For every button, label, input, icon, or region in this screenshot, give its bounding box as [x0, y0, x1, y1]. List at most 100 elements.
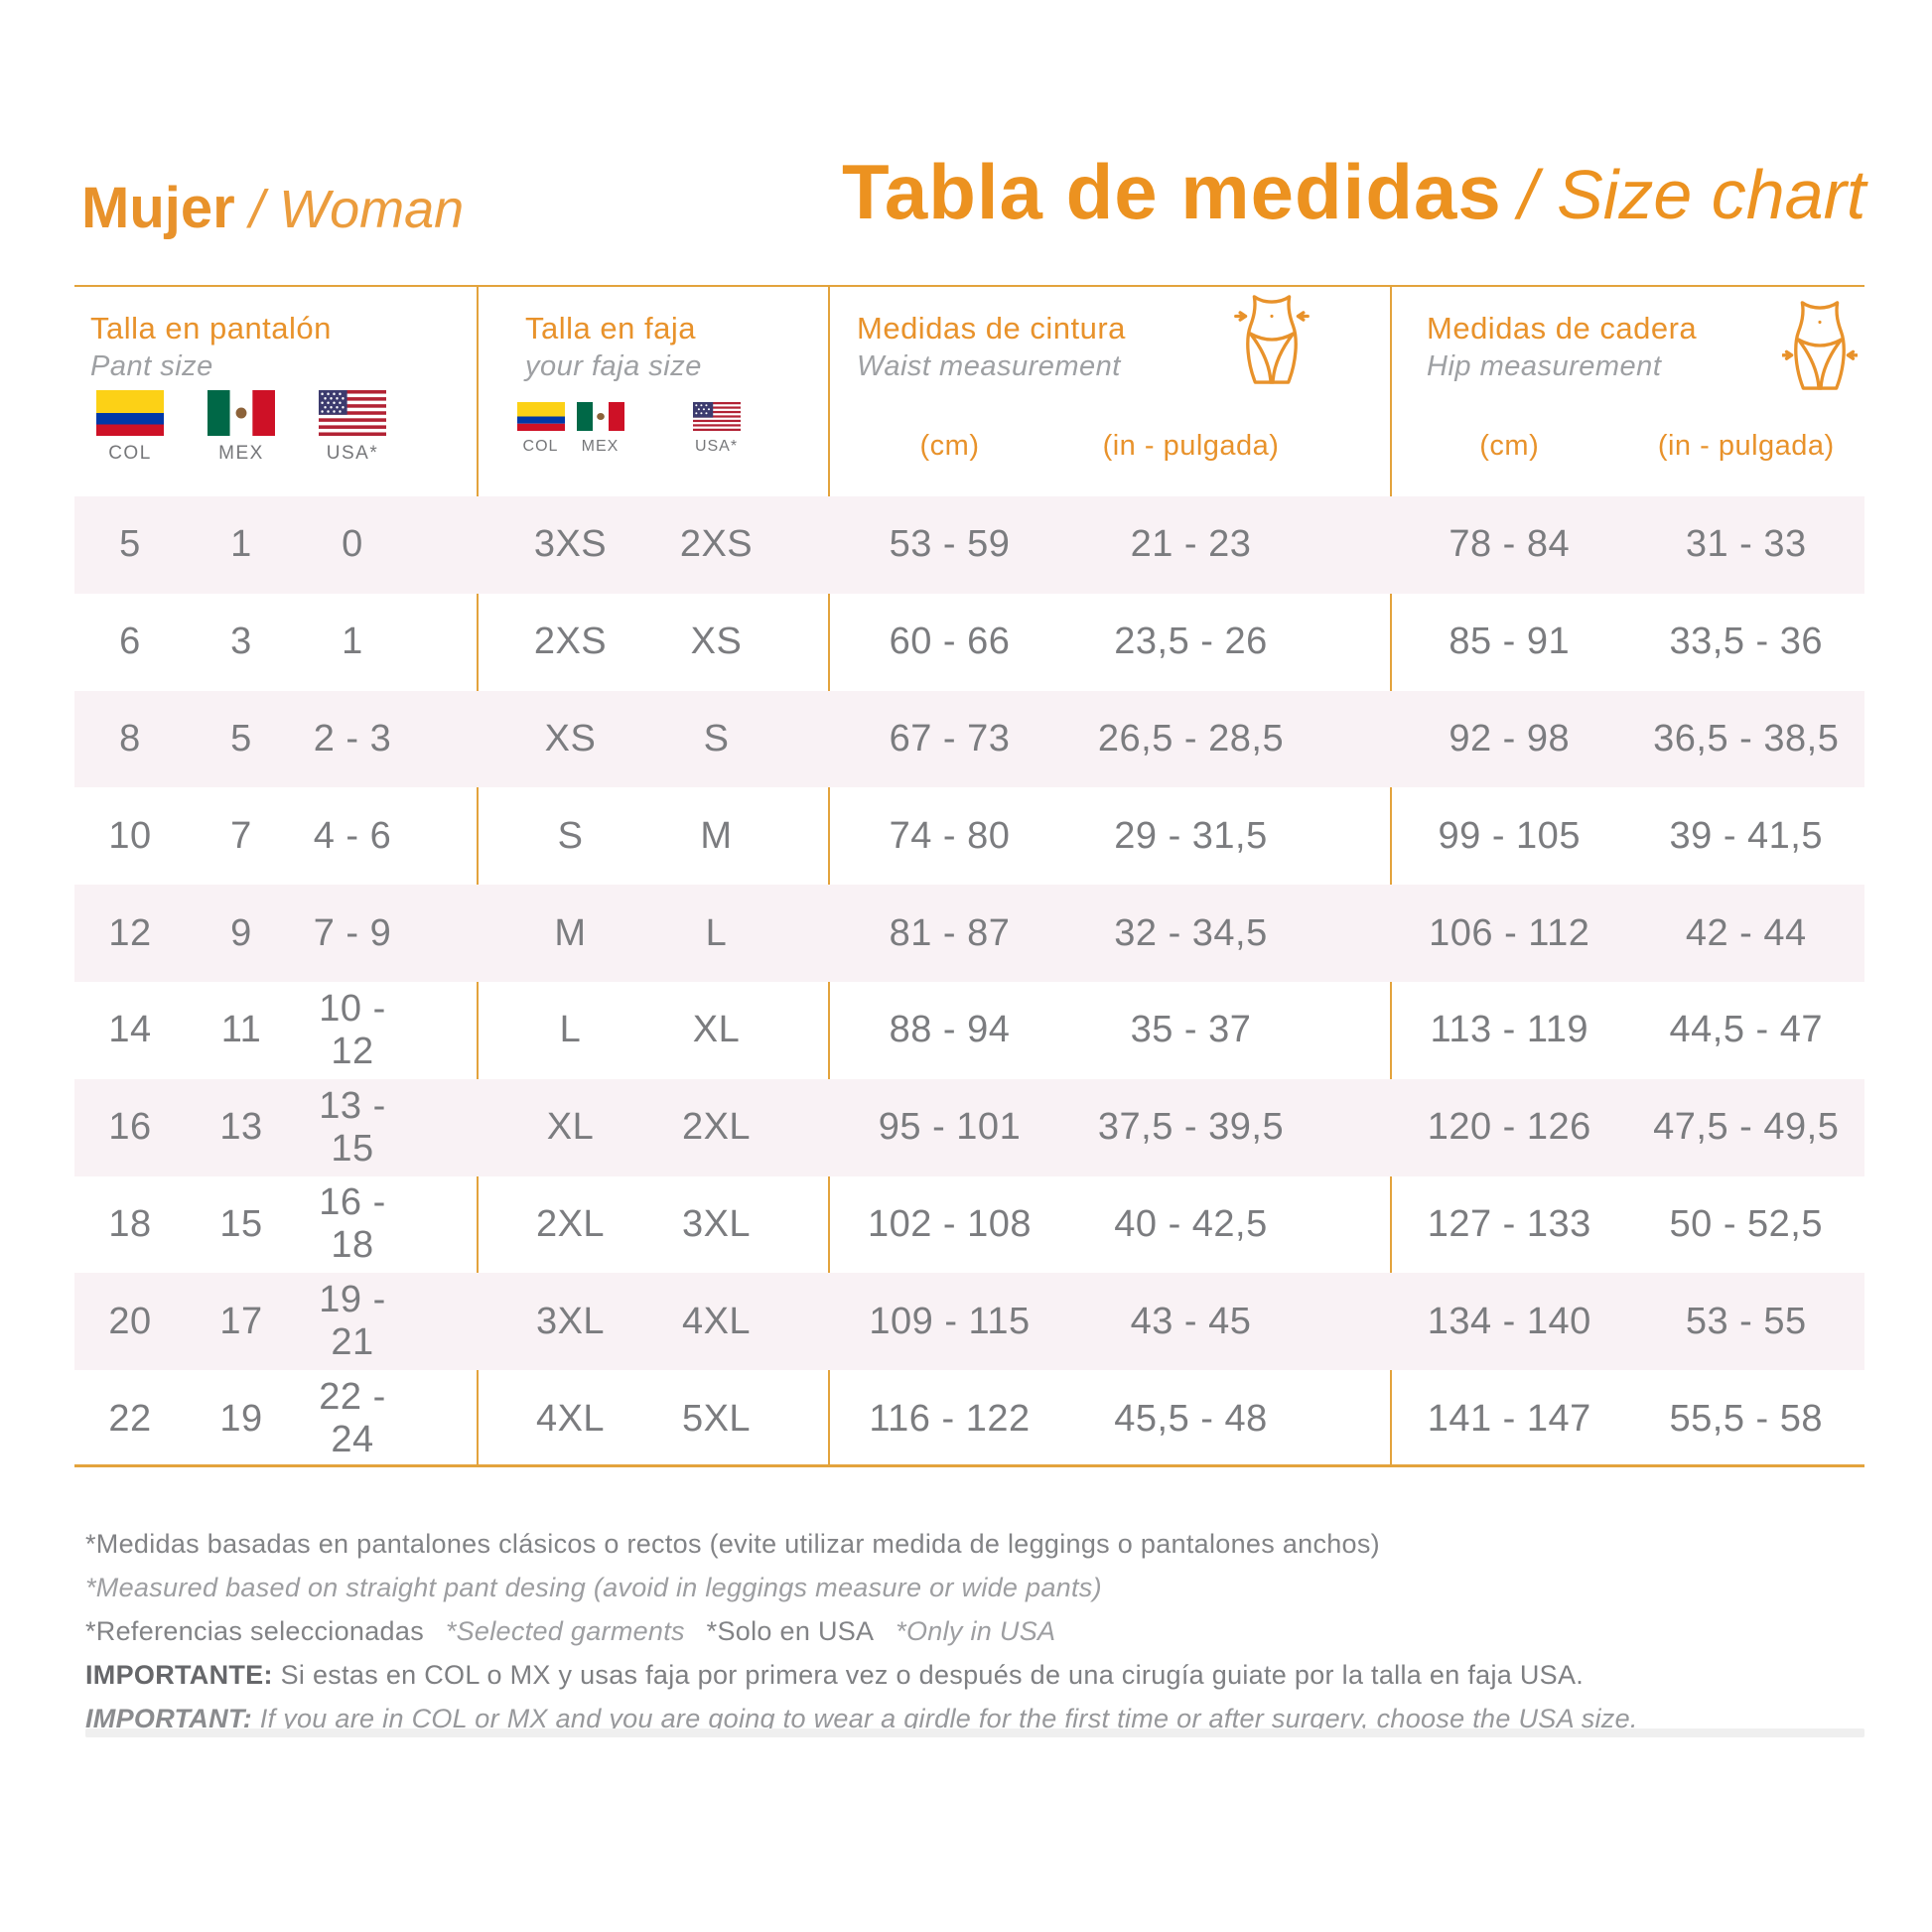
pant-size-subtitle: Pant size [90, 350, 213, 382]
waist-cm-value: 74 - 80 [889, 814, 1011, 857]
waist-cm-value: 60 - 66 [889, 621, 1011, 663]
mexico-flag-group: MEX [576, 402, 624, 456]
hip-measurement-header: Medidas de cadera Hip measurement (cm) (… [1391, 285, 1864, 496]
hip-cm-value: 85 - 91 [1449, 621, 1571, 663]
waist-in-value: 45,5 - 48 [1114, 1397, 1268, 1440]
hip-in-value: 44,5 - 47 [1669, 1009, 1823, 1051]
pant-size-header: Talla en pantalón Pant size COL MEX USA* [74, 285, 478, 496]
faja-usa-value: 4XL [681, 1300, 752, 1342]
table-row: 18 15 16 - 18 2XL 3XL 102 - 108 40 - 42,5 12… [74, 1176, 1864, 1274]
hip-in-value: 42 - 44 [1685, 911, 1807, 954]
column-divider [477, 285, 479, 1467]
waist-cm-value: 88 - 94 [889, 1009, 1011, 1051]
hip-in-value: 55,5 - 58 [1669, 1397, 1823, 1440]
hip-in-value: 53 - 55 [1685, 1300, 1807, 1342]
hip-unit-cm: (cm) [1479, 430, 1540, 462]
gender-title-es: Mujer [81, 176, 235, 240]
faja-usa-value: XS [690, 621, 743, 663]
gender-title: Mujer / Woman [81, 175, 464, 241]
usa-flag-group: USA* [319, 390, 386, 465]
waist-in-value: 43 - 45 [1130, 1300, 1252, 1342]
colombia-flag-icon [516, 402, 565, 431]
mexico-flag-icon [576, 402, 624, 431]
mexico-flag-group: MEX [207, 390, 275, 465]
pant-col-value: 12 [108, 911, 152, 954]
note-usa-only-en: *Only in USA [896, 1616, 1056, 1646]
important-label-es: IMPORTANTE: [85, 1660, 273, 1690]
pant-col-value: 18 [108, 1202, 152, 1245]
mexico-flag-icon [207, 390, 275, 436]
waist-in-value: 37,5 - 39,5 [1097, 1106, 1285, 1149]
hip-cm-value: 134 - 140 [1427, 1300, 1591, 1342]
table-row: 8 5 2 - 3 XS S 67 - 73 26,5 - 28,5 92 - 98 36… [74, 690, 1864, 788]
faja-flag-row: COL MEX USA* [478, 402, 829, 456]
pant-usa-value: 2 - 3 [313, 717, 392, 759]
flag-label: USA* [694, 438, 739, 455]
faja-colmex-value: 4XL [535, 1397, 606, 1440]
pant-usa-value: 16 - 18 [319, 1181, 386, 1267]
table-row: 6 3 1 2XS XS 60 - 66 23,5 - 26 85 - 91 33,5 -… [74, 594, 1864, 691]
waist-in-value: 29 - 31,5 [1114, 814, 1268, 857]
faja-usa-value: S [703, 717, 730, 759]
table-row: 22 19 22 - 24 4XL 5XL 116 - 122 45,5 - 48 14… [74, 1370, 1864, 1467]
pant-col-value: 16 [108, 1106, 152, 1149]
pant-mex-value: 19 [219, 1397, 263, 1440]
waist-in-value: 23,5 - 26 [1114, 621, 1268, 663]
waist-in-value: 40 - 42,5 [1114, 1202, 1268, 1245]
note-measure-en: *Measured based on straight pant desing … [85, 1573, 1102, 1602]
faja-colmex-value: S [557, 814, 584, 857]
waist-in-value: 35 - 37 [1130, 1009, 1252, 1051]
hip-in-value: 39 - 41,5 [1669, 814, 1823, 857]
table-row: 5 1 0 3XS 2XS 53 - 59 21 - 23 78 - 84 31 - 33 [74, 496, 1864, 594]
pant-mex-value: 15 [219, 1202, 263, 1245]
pant-mex-value: 17 [219, 1300, 263, 1342]
faja-usa-value: L [705, 911, 728, 954]
colombia-flag-group: COL [96, 390, 164, 465]
waist-unit-cm: (cm) [919, 430, 980, 462]
pant-mex-value: 9 [230, 911, 252, 954]
waist-cm-value: 67 - 73 [889, 717, 1011, 759]
hip-cm-value: 78 - 84 [1449, 523, 1571, 566]
faja-size-subtitle: your faja size [525, 350, 702, 382]
faja-colmex-value: XL [546, 1106, 595, 1149]
waist-measurement-header: Medidas de cintura Waist measurement (cm… [829, 285, 1391, 496]
colombia-flag-group: COL [516, 402, 565, 456]
pant-usa-value: 0 [342, 523, 363, 566]
important-note-es: IMPORTANTE: Si estas en COL o MX y usas … [85, 1660, 1872, 1691]
hip-title: Medidas de cadera [1427, 311, 1698, 345]
waist-cm-value: 109 - 115 [869, 1300, 1031, 1342]
pant-col-value: 14 [108, 1009, 152, 1051]
table-row: 12 9 7 - 9 M L 81 - 87 32 - 34,5 106 - 112 42… [74, 885, 1864, 982]
pant-usa-value: 7 - 9 [313, 911, 392, 954]
footnotes: *Medidas basadas en pantalones clásicos … [85, 1529, 1872, 1747]
hip-cm-value: 141 - 147 [1427, 1397, 1591, 1440]
pant-mex-value: 7 [230, 814, 252, 857]
colombia-flag-icon [96, 390, 164, 436]
pant-col-value: 6 [119, 621, 141, 663]
hip-cm-value: 113 - 119 [1430, 1009, 1588, 1051]
pant-flag-row: COL MEX USA* [74, 390, 478, 465]
hip-units-row: (cm) (in - pulgada) [1391, 430, 1864, 463]
pant-col-value: 10 [108, 814, 152, 857]
table-row: 20 17 19 - 21 3XL 4XL 109 - 115 43 - 45 134 … [74, 1273, 1864, 1371]
column-divider [1390, 285, 1392, 1467]
pant-mex-value: 13 [219, 1106, 263, 1149]
hip-cm-value: 127 - 133 [1427, 1202, 1591, 1245]
hip-cm-value: 120 - 126 [1427, 1106, 1591, 1149]
hip-cm-value: 99 - 105 [1438, 814, 1581, 857]
hip-in-value: 47,5 - 49,5 [1653, 1106, 1840, 1149]
faja-usa-value: 3XL [681, 1202, 752, 1245]
waist-title: Medidas de cintura [857, 311, 1126, 345]
table-row: 14 11 10 - 12 L XL 88 - 94 35 - 37 113 - 119… [74, 982, 1864, 1079]
faja-usa-value: 2XL [681, 1106, 752, 1149]
important-text-es: Si estas en COL o MX y usas faja por pri… [272, 1660, 1585, 1690]
note-references: *Referencias seleccionadas *Selected gar… [85, 1616, 1872, 1647]
note-measure-es: *Medidas basadas en pantalones clásicos … [85, 1529, 1380, 1559]
footer-divider [85, 1728, 1864, 1737]
waist-cm-value: 116 - 122 [869, 1397, 1031, 1440]
flag-label: MEX [581, 438, 620, 455]
faja-usa-value: XL [692, 1009, 741, 1051]
faja-usa-value: 5XL [681, 1397, 752, 1440]
table-row: 16 13 13 - 15 XL 2XL 95 - 101 37,5 - 39,5 12… [74, 1078, 1864, 1176]
